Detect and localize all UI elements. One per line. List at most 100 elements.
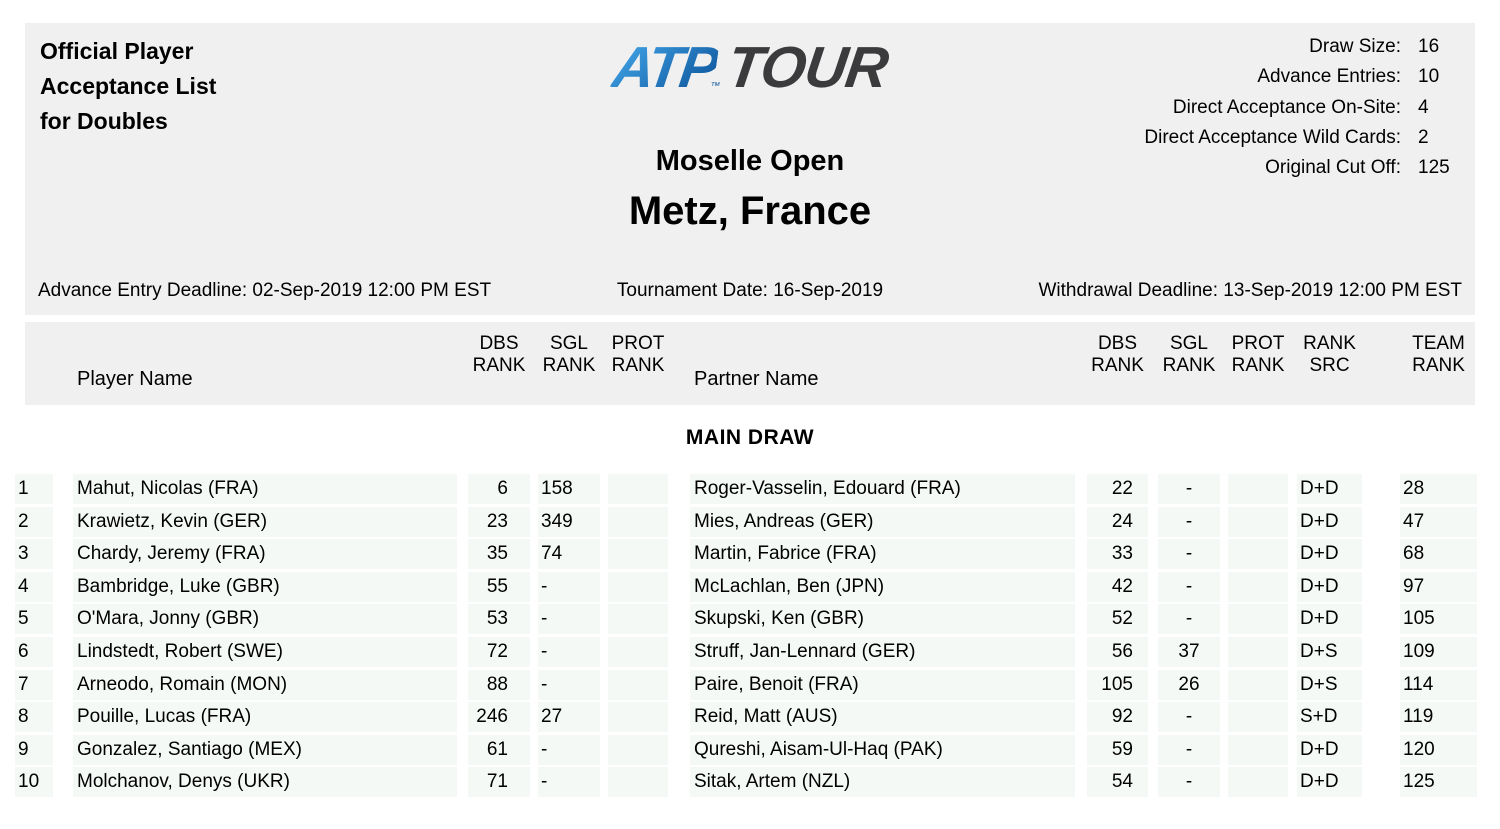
spacer	[53, 702, 73, 732]
spacer	[600, 735, 608, 765]
player-dbs-rank: 71	[468, 767, 530, 798]
withdrawal-deadline: Withdrawal Deadline: 13-Sep-2019 12:00 P…	[1038, 280, 1463, 301]
spacer	[600, 637, 608, 667]
spacer	[530, 507, 538, 537]
stat-label: Direct Acceptance On-Site:	[1172, 96, 1401, 118]
spacer	[1288, 572, 1297, 602]
spacer	[1220, 474, 1228, 504]
spacer	[1220, 767, 1228, 797]
spacer	[1220, 670, 1228, 700]
spacer	[600, 604, 608, 634]
stat-value: 4	[1418, 96, 1429, 118]
spacer	[53, 637, 73, 667]
stat-direct-acceptance-wild-cards: Direct Acceptance Wild Cards: 2	[1144, 123, 1464, 153]
spacer	[1075, 572, 1087, 602]
spacer	[1220, 702, 1228, 732]
table-header: Player Name DBS RANK SGL RANK PROT RANK …	[25, 322, 1475, 405]
spacer	[1288, 604, 1297, 634]
row-number: 9	[15, 734, 53, 765]
spacer	[457, 670, 468, 700]
team-rank: 47	[1400, 506, 1477, 537]
document-title: Official Player Acceptance List for Doub…	[40, 34, 216, 139]
player-sgl-rank: 158	[538, 474, 600, 504]
spacer	[600, 539, 608, 569]
column-header-prot-rank: PROT RANK	[611, 333, 665, 376]
main-draw-heading: MAIN DRAW	[685, 426, 815, 449]
partner-sgl-rank: -	[1158, 539, 1220, 570]
team-rank: 68	[1400, 539, 1477, 570]
spacer	[530, 539, 538, 569]
spacer	[600, 507, 608, 537]
partner-prot-rank	[1228, 702, 1288, 733]
spacer	[668, 735, 690, 765]
spacer	[1075, 474, 1087, 504]
team-rank: 97	[1400, 571, 1477, 602]
row-number: 3	[15, 539, 53, 570]
spacer	[1220, 604, 1228, 634]
column-header-sgl-rank: SGL RANK	[542, 333, 596, 376]
column-header-rank-src: RANK SRC	[1303, 333, 1356, 376]
player-dbs-rank: 53	[468, 604, 530, 635]
partner-prot-rank	[1228, 539, 1288, 570]
rank-source: S+D	[1297, 702, 1362, 733]
spacer	[1075, 604, 1087, 634]
team-rank: 120	[1400, 734, 1477, 765]
spacer	[1288, 637, 1297, 667]
spacer	[1362, 507, 1400, 537]
spacer	[1362, 702, 1400, 732]
player-prot-rank	[608, 734, 668, 765]
spacer	[1220, 539, 1228, 569]
spacer	[457, 702, 468, 732]
player-dbs-rank: 88	[468, 669, 530, 700]
spacer	[457, 507, 468, 537]
column-header-player-name: Player Name	[77, 368, 193, 390]
spacer	[668, 670, 690, 700]
partner-dbs-rank: 59	[1087, 734, 1148, 765]
partner-name: Skupski, Ken (GBR)	[690, 604, 1075, 635]
stat-direct-acceptance-on-site: Direct Acceptance On-Site: 4	[1144, 93, 1464, 123]
rank-source: D+D	[1297, 506, 1362, 537]
spacer	[530, 702, 538, 732]
rank-source: D+D	[1297, 571, 1362, 602]
spacer	[1075, 507, 1087, 537]
player-prot-rank	[608, 669, 668, 700]
partner-dbs-rank: 105	[1087, 669, 1148, 700]
player-prot-rank	[608, 604, 668, 635]
stat-label: Draw Size:	[1309, 36, 1401, 57]
table-row: 5 O'Mara, Jonny (GBR) 53 - Skupski, Ken …	[15, 604, 1477, 635]
spacer	[1288, 735, 1297, 765]
spacer	[53, 539, 73, 569]
rank-source: D+S	[1297, 669, 1362, 700]
spacer	[457, 474, 468, 504]
partner-prot-rank	[1228, 506, 1288, 537]
spacer	[1288, 702, 1297, 732]
entry-stats: Draw Size: 16 Advance Entries: 10 Direct…	[1144, 32, 1464, 183]
spacer	[1288, 474, 1297, 504]
partner-dbs-rank: 56	[1087, 636, 1148, 667]
partner-prot-rank	[1228, 669, 1288, 700]
table-row: 8 Pouille, Lucas (FRA) 246 27 Reid, Matt…	[15, 702, 1477, 733]
partner-sgl-rank: -	[1158, 571, 1220, 602]
player-sgl-rank: 27	[538, 702, 600, 733]
spacer	[1075, 637, 1087, 667]
document-title-line: Official Player	[40, 38, 194, 64]
spacer	[530, 767, 538, 797]
team-rank: 109	[1400, 636, 1477, 667]
table-row: 10 Molchanov, Denys (UKR) 71 - Sitak, Ar…	[15, 767, 1477, 798]
team-rank: 119	[1400, 702, 1477, 733]
spacer	[600, 702, 608, 732]
tournament-info: Moselle Open Metz, France	[25, 144, 1475, 234]
player-name: O'Mara, Jonny (GBR)	[73, 604, 457, 635]
player-sgl-rank: -	[538, 571, 600, 602]
spacer	[1075, 539, 1087, 569]
spacer	[668, 604, 690, 634]
table-row: 2 Krawietz, Kevin (GER) 23 349 Mies, And…	[15, 506, 1477, 537]
spacer	[668, 572, 690, 602]
spacer	[457, 767, 468, 797]
player-name: Bambridge, Luke (GBR)	[73, 571, 457, 602]
player-sgl-rank: -	[538, 734, 600, 765]
spacer	[1148, 507, 1158, 537]
column-header-team-rank: TEAM RANK	[1412, 333, 1465, 376]
table-rows: 1 Mahut, Nicolas (FRA) 6 158 Roger-Vasse…	[15, 474, 1477, 798]
stat-advance-entries: Advance Entries: 10	[1144, 62, 1464, 92]
